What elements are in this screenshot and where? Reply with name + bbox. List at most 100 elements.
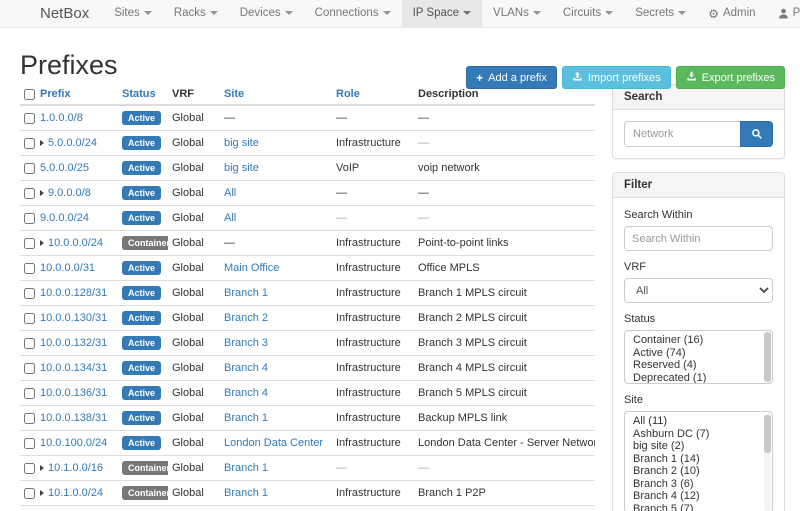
prefix-cell: 9.0.0.0/24 <box>36 205 118 231</box>
nav-item-circuits[interactable]: Circuits <box>552 0 624 27</box>
prefix-link[interactable]: 1.0.0.0/8 <box>40 112 83 124</box>
brand-netbox[interactable]: NetBox <box>40 5 90 22</box>
vrf-value: Global <box>172 462 204 474</box>
site-option[interactable]: Branch 2 (10) <box>633 465 700 477</box>
row-checkbox[interactable] <box>24 487 35 499</box>
prefix-link[interactable]: 10.0.0.138/31 <box>40 412 108 424</box>
row-checkbox[interactable] <box>24 162 35 174</box>
status-listbox[interactable]: Container (16) Active (74) Reserved (4) Dep… <box>624 330 773 384</box>
row-select-cell <box>20 480 36 506</box>
site-link[interactable]: All <box>224 187 237 199</box>
nav-item-secrets[interactable]: Secrets <box>624 0 697 27</box>
export-prefixes-button[interactable]: Export prefixes <box>675 66 785 89</box>
status-badge: Active <box>122 436 162 450</box>
prefix-link[interactable]: 10.1.0.0/16 <box>48 462 104 474</box>
row-checkbox[interactable] <box>24 412 35 424</box>
site-link[interactable]: Branch 3 <box>224 337 269 349</box>
site-option[interactable]: big site (2) <box>633 440 685 452</box>
row-checkbox[interactable] <box>24 437 35 449</box>
site-option[interactable]: Branch 5 (7) <box>633 502 694 511</box>
status-option[interactable]: Active (74) <box>633 346 686 359</box>
search-within-input[interactable] <box>624 226 773 251</box>
prefix-link[interactable]: 10.0.0.134/31 <box>40 362 108 374</box>
column-sort-link[interactable]: Role <box>336 88 360 100</box>
site-option[interactable]: Branch 1 (14) <box>633 452 700 465</box>
import-prefixes-button[interactable]: Import prefixes <box>561 66 671 89</box>
prefix-link[interactable]: 10.0.0.130/31 <box>40 312 108 324</box>
site-option[interactable]: All (11) <box>633 415 668 427</box>
select-all-checkbox[interactable] <box>24 88 35 100</box>
nav-item-profile[interactable]: Profile <box>767 0 800 27</box>
nav-item-admin[interactable]: ⚙ Admin <box>697 0 766 27</box>
site-link[interactable]: Branch 1 <box>224 287 269 299</box>
site-option[interactable]: Branch 4 (12) <box>633 490 700 502</box>
prefix-link[interactable]: 10.0.0.136/31 <box>40 387 108 399</box>
site-link[interactable]: Branch 1 <box>224 412 269 424</box>
prefix-link[interactable]: 10.0.0.0/31 <box>40 262 96 274</box>
prefix-link[interactable]: 10.0.0.128/31 <box>40 287 108 299</box>
row-checkbox[interactable] <box>24 212 35 224</box>
status-option[interactable]: Deprecated (1) <box>633 371 707 384</box>
site-listbox[interactable]: All (11) Ashburn DC (7) big site (2) Branch… <box>624 411 773 511</box>
prefix-link[interactable]: 5.0.0.0/24 <box>48 137 97 149</box>
column-sort-link[interactable]: Status <box>122 88 156 100</box>
site-link[interactable]: Branch 4 <box>224 362 269 374</box>
vrf-value: Global <box>172 237 204 249</box>
description-cell: — <box>414 130 595 156</box>
row-checkbox[interactable] <box>24 337 35 349</box>
site-link[interactable]: All <box>224 212 237 224</box>
row-checkbox[interactable] <box>24 287 35 299</box>
nav-item-racks[interactable]: Racks <box>163 0 229 27</box>
site-option[interactable]: Branch 3 (6) <box>633 477 694 490</box>
scrollbar[interactable] <box>764 413 771 511</box>
row-checkbox[interactable] <box>24 387 35 399</box>
row-checkbox[interactable] <box>24 112 35 124</box>
site-option[interactable]: Ashburn DC (7) <box>633 427 710 440</box>
prefix-link[interactable]: 5.0.0.0/25 <box>40 162 89 174</box>
column-sort-link[interactable]: Prefix <box>40 88 71 100</box>
site-link[interactable]: Main Office <box>224 262 280 274</box>
nav-item-sites[interactable]: Sites <box>103 0 163 27</box>
site-link[interactable]: Branch 1 <box>224 487 269 499</box>
prefix-link[interactable]: 10.1.0.0/24 <box>48 487 104 499</box>
status-cell: Active <box>118 305 168 331</box>
site-link[interactable]: Branch 1 <box>224 462 269 474</box>
search-button[interactable] <box>740 121 773 147</box>
nav-item-ip-space[interactable]: IP Space <box>401 0 483 27</box>
row-checkbox[interactable] <box>24 462 35 474</box>
prefix-link[interactable]: 10.0.0.132/31 <box>40 337 108 349</box>
status-option[interactable]: Reserved (4) <box>633 359 697 371</box>
site-cell: All <box>220 205 332 231</box>
row-checkbox[interactable] <box>24 362 35 374</box>
site-link[interactable]: Branch 4 <box>224 387 269 399</box>
status-option[interactable]: Container (16) <box>633 334 704 346</box>
scrollbar[interactable] <box>764 332 771 382</box>
prefix-link[interactable]: 9.0.0.0/24 <box>40 212 89 224</box>
column-sort-link[interactable]: Site <box>224 88 245 100</box>
role-value: VoIP <box>336 162 360 174</box>
vrf-select[interactable]: All <box>624 278 773 303</box>
search-input[interactable] <box>624 121 740 147</box>
prefix-link[interactable]: 9.0.0.0/8 <box>48 187 91 199</box>
row-checkbox[interactable] <box>24 137 35 149</box>
site-cell: Branch 1 <box>220 455 332 481</box>
row-checkbox[interactable] <box>24 237 35 249</box>
table-row: 10.0.0.132/31 Active Global Branch 3 Infrast… <box>20 330 595 356</box>
description-value: London Data Center - Server Network <box>418 437 595 449</box>
chevron-down-icon <box>209 10 218 15</box>
site-link[interactable]: big site <box>224 162 259 174</box>
row-checkbox[interactable] <box>24 312 35 324</box>
prefix-link[interactable]: 10.0.0.0/24 <box>48 237 104 249</box>
row-checkbox[interactable] <box>24 262 35 274</box>
site-link[interactable]: London Data Center <box>224 437 324 449</box>
add-a-prefix-button[interactable]: + Add a prefix <box>466 66 557 89</box>
chevron-down-icon <box>284 10 293 15</box>
nav-item-connections[interactable]: Connections <box>304 0 402 27</box>
site-link[interactable]: big site <box>224 137 259 149</box>
nav-item-devices[interactable]: Devices <box>229 0 304 27</box>
nav-item-vlans[interactable]: VLANs <box>482 0 552 27</box>
prefix-link[interactable]: 10.0.100.0/24 <box>40 437 108 449</box>
row-checkbox[interactable] <box>24 187 35 199</box>
description-cell: Branch 2 MPLS circuit <box>414 305 595 331</box>
site-link[interactable]: Branch 2 <box>224 312 269 324</box>
